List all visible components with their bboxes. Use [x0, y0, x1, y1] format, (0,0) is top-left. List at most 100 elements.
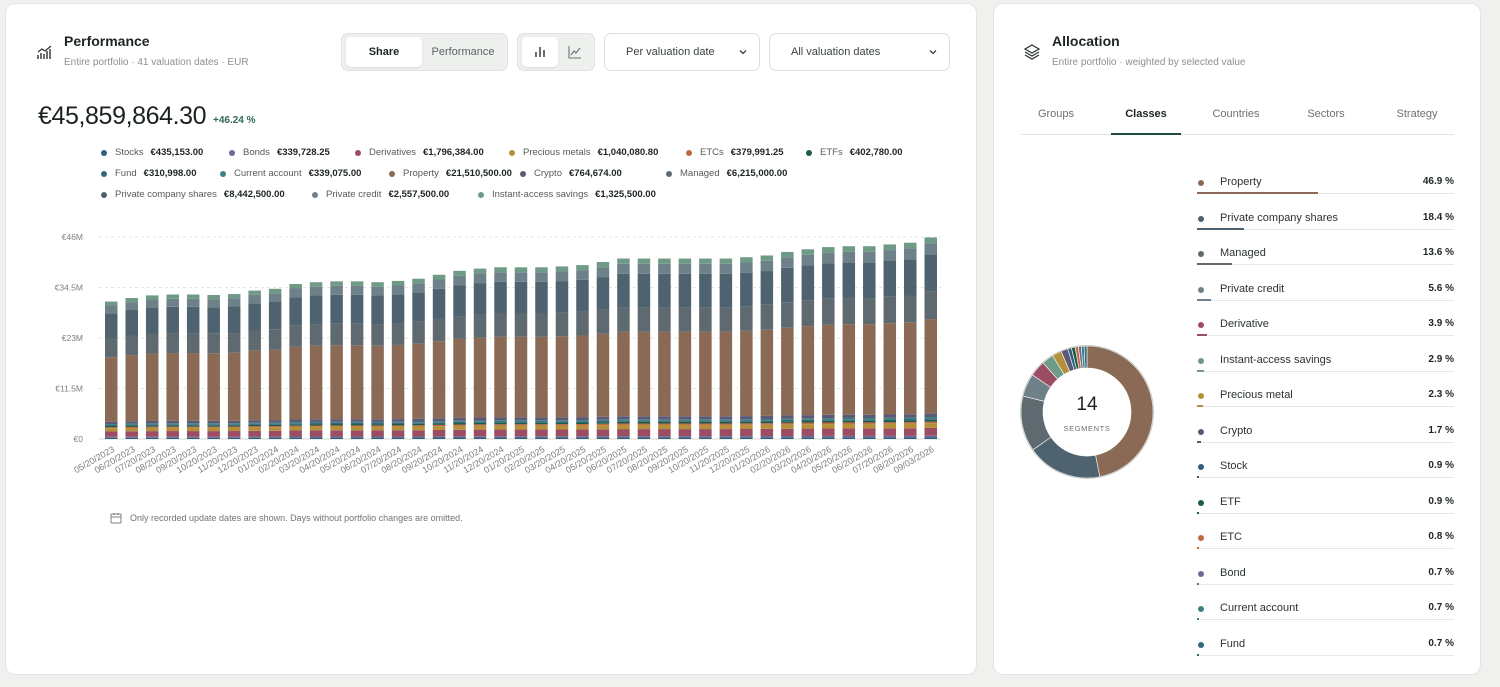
allocation-row[interactable]: Derivative 3.9 % — [1197, 310, 1454, 345]
bar-stack[interactable] — [473, 268, 487, 439]
bar-stack[interactable] — [125, 298, 138, 439]
legend-item[interactable]: Managed €6,215,000.00 — [666, 168, 787, 179]
allocation-row[interactable]: Stock 0.9 % — [1197, 452, 1454, 487]
bar-stack[interactable] — [863, 246, 876, 439]
share-tab[interactable]: Share — [346, 37, 422, 67]
bar-stack[interactable] — [186, 294, 200, 439]
legend-item[interactable]: Precious metals €1,040,080.80 — [509, 147, 658, 158]
bar-stack[interactable] — [268, 288, 282, 439]
bar-stack[interactable] — [514, 267, 528, 439]
bar-stack[interactable] — [412, 278, 425, 439]
dates-dropdown[interactable]: All valuation dates — [769, 33, 950, 71]
tab-classes[interactable]: Classes — [1111, 102, 1181, 135]
allocation-row[interactable]: Managed 13.6 % — [1197, 239, 1454, 274]
bar-stack[interactable] — [104, 301, 118, 439]
tab-countries[interactable]: Countries — [1212, 108, 1260, 120]
legend-item[interactable]: Property €21,510,500.00 — [389, 168, 512, 179]
bar-stack[interactable] — [617, 258, 630, 439]
legend-item[interactable]: Private credit €2,557,500.00 — [312, 189, 449, 200]
donut-slice[interactable] — [1083, 345, 1088, 369]
bar-segment — [145, 424, 159, 426]
bar-segment — [617, 307, 630, 332]
legend-item[interactable]: Current account €339,075.00 — [220, 168, 361, 179]
allocation-row[interactable]: ETF 0.9 % — [1197, 488, 1454, 523]
bar-stack[interactable] — [166, 294, 179, 439]
legend-item[interactable]: Bonds €339,728.25 — [229, 147, 330, 158]
bar-stack[interactable] — [904, 242, 917, 439]
bar-segment — [678, 273, 692, 308]
bar-segment — [207, 426, 220, 428]
bar-segment — [555, 336, 569, 418]
bar-stack[interactable] — [145, 295, 159, 439]
bar-segment — [658, 436, 671, 438]
tab-sectors[interactable]: Sectors — [1307, 108, 1345, 120]
row-percent: 0.9 % — [1428, 460, 1454, 471]
bar-stack[interactable] — [350, 281, 364, 439]
donut-slice[interactable] — [1086, 345, 1154, 478]
row-label: Fund — [1220, 637, 1246, 650]
bar-stack[interactable] — [555, 266, 569, 439]
bar-stack[interactable] — [678, 258, 692, 439]
legend-item[interactable]: ETFs €402,780.00 — [806, 147, 903, 158]
bar-stack[interactable] — [330, 281, 343, 439]
legend-item[interactable]: Instant-access savings €1,325,500.00 — [478, 189, 656, 200]
bar-stack[interactable] — [658, 258, 671, 439]
bar-segment — [309, 436, 323, 438]
bar-stack[interactable] — [432, 274, 446, 439]
bar-stack[interactable] — [248, 290, 261, 439]
bar-segment — [883, 419, 897, 421]
bar-stack[interactable] — [596, 262, 610, 439]
bar-stack[interactable] — [781, 251, 794, 439]
allocation-row[interactable]: Crypto 1.7 % — [1197, 417, 1454, 452]
bar-stack[interactable] — [576, 265, 589, 439]
legend-item[interactable]: Private company shares €8,442,500.00 — [101, 189, 285, 200]
allocation-row[interactable]: Precious metal 2.3 % — [1197, 381, 1454, 416]
allocation-row[interactable]: Private credit 5.6 % — [1197, 275, 1454, 310]
legend-item[interactable]: ETCs €379,991.25 — [686, 147, 784, 158]
bar-stack[interactable] — [289, 283, 302, 439]
bar-segment — [617, 436, 630, 438]
allocation-row[interactable]: Bond 0.7 % — [1197, 559, 1454, 594]
allocation-row[interactable]: ETC 0.8 % — [1197, 523, 1454, 558]
bar-stack[interactable] — [309, 282, 323, 439]
bar-segment — [166, 333, 179, 354]
bar-stack[interactable] — [719, 258, 733, 439]
legend-item[interactable]: Derivatives €1,796,384.00 — [355, 147, 484, 158]
period-dropdown[interactable]: Per valuation date — [604, 33, 760, 71]
line-chart-button[interactable] — [557, 37, 593, 67]
tab-groups[interactable]: Groups — [1037, 108, 1075, 120]
bar-chart-button[interactable] — [522, 37, 558, 67]
donut-slice[interactable] — [1032, 436, 1101, 479]
legend-item[interactable]: Crypto €764,674.00 — [520, 168, 622, 179]
bar-segment — [637, 331, 651, 417]
allocation-row[interactable]: Current account 0.7 % — [1197, 594, 1454, 629]
bar-stack[interactable] — [453, 270, 466, 439]
allocation-row[interactable]: Instant-access savings 2.9 % — [1197, 346, 1454, 381]
allocation-row[interactable]: Fund 0.7 % — [1197, 630, 1454, 665]
bar-stack[interactable] — [637, 258, 651, 439]
bar-segment — [555, 271, 569, 282]
bar-stack[interactable] — [227, 294, 241, 439]
bar-stack[interactable] — [801, 249, 815, 439]
bar-stack[interactable] — [740, 257, 753, 439]
legend-item[interactable]: Stocks €435,153.00 — [101, 147, 203, 158]
bar-stack[interactable] — [842, 246, 856, 439]
bar-stack[interactable] — [822, 247, 835, 439]
bar-stack[interactable] — [207, 294, 220, 439]
bar-stack[interactable] — [924, 237, 938, 439]
bar-stack[interactable] — [494, 267, 507, 439]
bar-stack[interactable] — [699, 258, 712, 439]
performance-tab[interactable]: Performance — [431, 46, 495, 58]
allocation-row[interactable]: Private company shares 18.4 % — [1197, 204, 1454, 239]
tab-strategy[interactable]: Strategy — [1396, 108, 1438, 120]
bar-stack[interactable] — [883, 244, 897, 439]
bar-segment — [330, 426, 343, 431]
bar-segment — [842, 420, 856, 423]
bar-stack[interactable] — [391, 280, 405, 439]
legend-item[interactable]: Fund €310,998.00 — [101, 168, 197, 179]
bar-segment — [125, 428, 138, 432]
bar-stack[interactable] — [535, 267, 548, 439]
allocation-row[interactable]: Property 46.9 % — [1197, 168, 1454, 203]
bar-stack[interactable] — [760, 255, 774, 439]
bar-stack[interactable] — [371, 282, 384, 439]
